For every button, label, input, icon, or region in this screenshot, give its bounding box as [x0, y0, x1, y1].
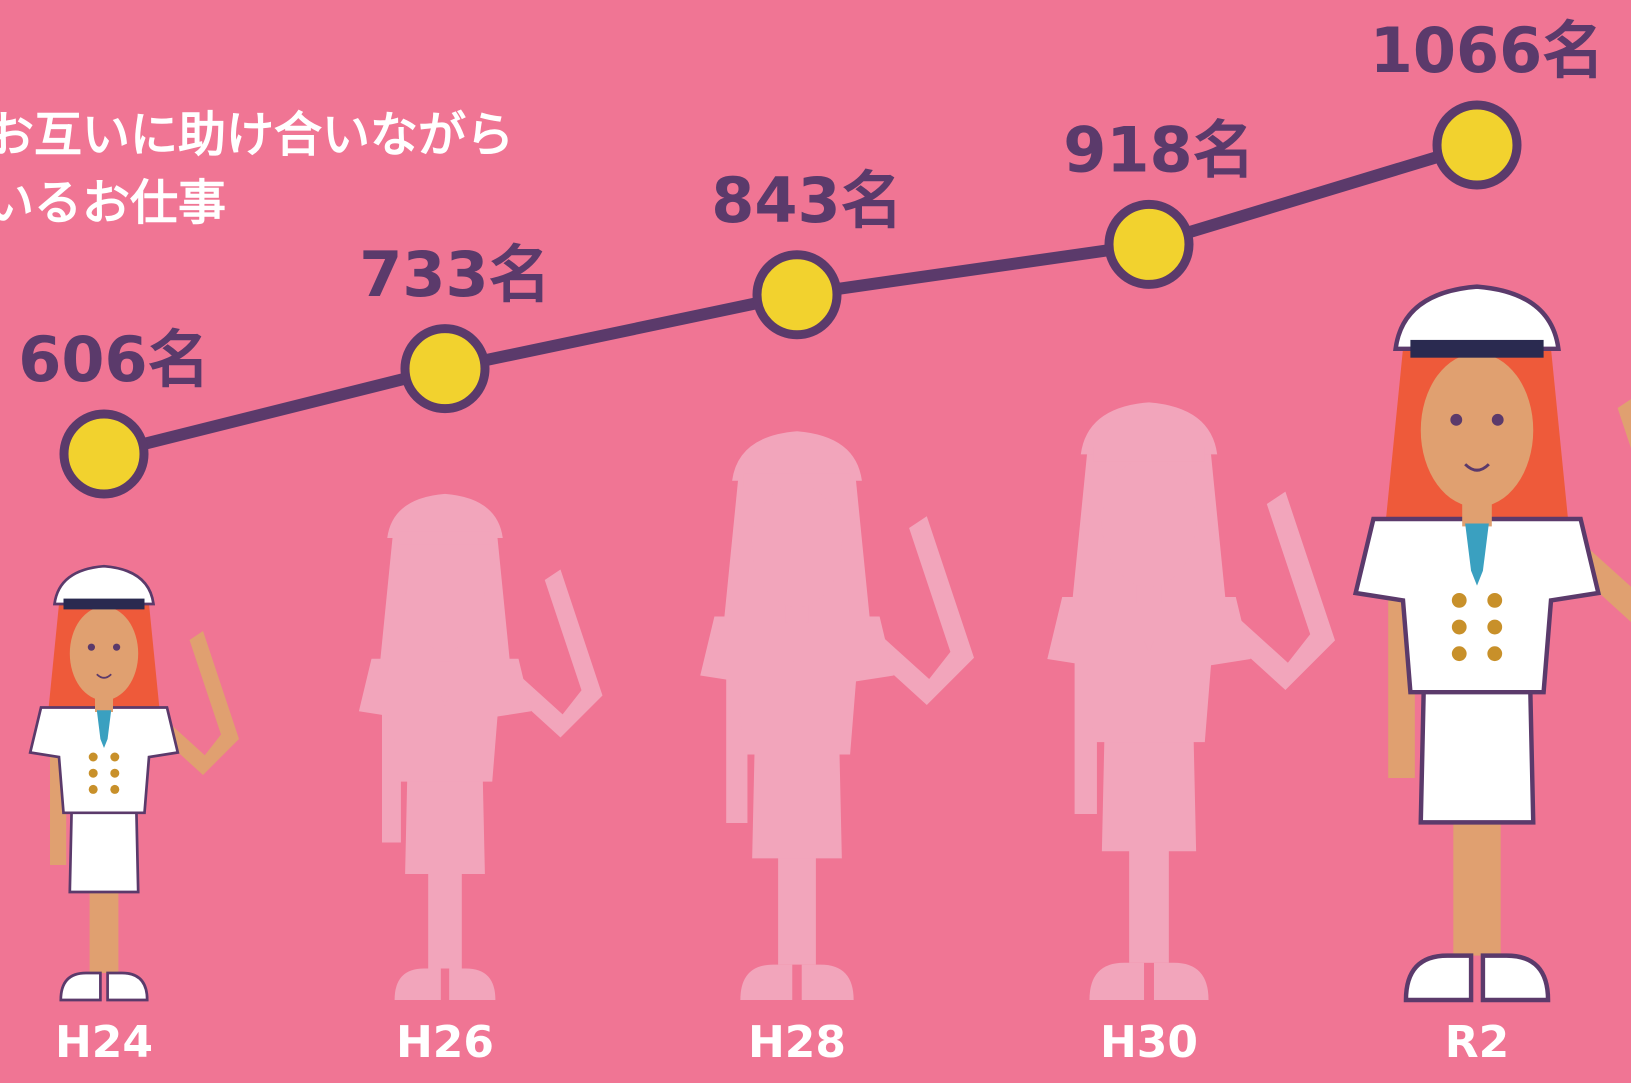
- annotation: いるお仕事: [0, 175, 226, 231]
- button: [110, 753, 119, 762]
- eye: [113, 644, 120, 651]
- x-tick-label: H26: [396, 1017, 494, 1068]
- skirt: [752, 752, 842, 858]
- point: [1437, 105, 1517, 185]
- skirt: [1102, 740, 1196, 852]
- button: [110, 785, 119, 794]
- value-label: 1066名: [1370, 14, 1605, 87]
- hat-band: [398, 532, 493, 545]
- skirt: [1421, 689, 1533, 822]
- eye: [88, 644, 95, 651]
- chart: お互いに助け合いながら いるお仕事 606名 H24 733名 H26 843名 H28 9…: [0, 0, 1631, 1083]
- hat-band: [1410, 340, 1543, 358]
- skirt: [70, 811, 138, 892]
- page: お互いに助け合いながら いるお仕事 606名 H24 733名 H26 843名 H28 9…: [0, 0, 1631, 1083]
- point: [1109, 204, 1189, 284]
- hat-band: [744, 474, 850, 488]
- eye: [1492, 414, 1504, 426]
- point: [405, 329, 485, 409]
- face: [1102, 458, 1196, 587]
- button: [1452, 646, 1467, 661]
- skirt: [405, 780, 485, 875]
- x-tick-label: H28: [748, 1017, 846, 1068]
- face: [405, 541, 485, 650]
- button: [1487, 593, 1502, 608]
- value-label: 918名: [1063, 114, 1254, 187]
- annotation: お互いに助け合いながら: [0, 107, 514, 163]
- button: [1487, 646, 1502, 661]
- value-label: 843名: [711, 164, 902, 237]
- value-label: 733名: [359, 238, 550, 311]
- point: [64, 414, 144, 494]
- button: [1452, 620, 1467, 635]
- face: [752, 484, 842, 607]
- eye: [1450, 414, 1462, 426]
- hat-band: [64, 599, 145, 610]
- value-label: 606名: [18, 323, 209, 396]
- button: [110, 769, 119, 778]
- x-tick-label: H24: [55, 1017, 153, 1068]
- face: [70, 607, 138, 701]
- button: [89, 753, 98, 762]
- button: [1487, 620, 1502, 635]
- x-tick-label: R2: [1445, 1017, 1510, 1068]
- face: [1421, 353, 1533, 507]
- x-tick-label: H30: [1100, 1017, 1198, 1068]
- point: [757, 255, 837, 335]
- button: [89, 785, 98, 794]
- hat-band: [1093, 447, 1205, 462]
- button: [89, 769, 98, 778]
- button: [1452, 593, 1467, 608]
